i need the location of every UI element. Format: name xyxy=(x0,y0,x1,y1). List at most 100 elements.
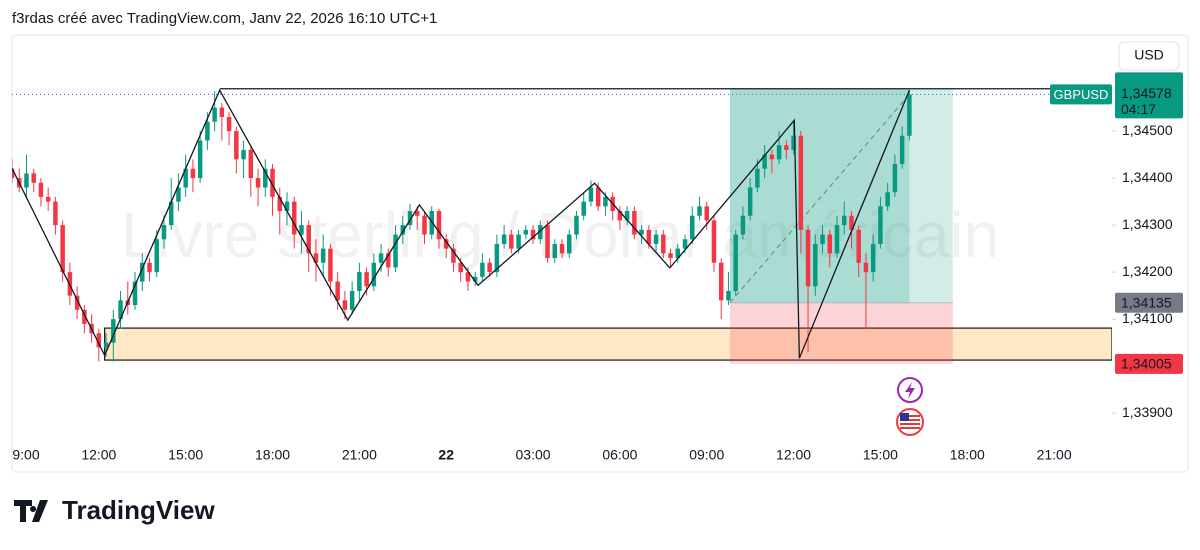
candle-body xyxy=(841,215,847,226)
candle-body xyxy=(574,215,579,235)
candle-body xyxy=(111,319,116,343)
candle-body xyxy=(82,309,87,324)
y-tick-label: 1,34500 xyxy=(1122,122,1173,138)
candle-body xyxy=(581,201,586,216)
candle-body xyxy=(255,178,261,188)
candle-body xyxy=(147,262,152,273)
candle-body xyxy=(74,295,80,310)
candle-body xyxy=(480,262,485,277)
candle-body xyxy=(566,234,572,254)
candle-body xyxy=(487,262,492,273)
y-tick-label: 1,34200 xyxy=(1122,263,1173,279)
candle-body xyxy=(422,215,427,235)
zigzag-line xyxy=(12,88,910,359)
candle-body xyxy=(96,333,102,348)
candle-body xyxy=(863,262,869,273)
brand-logo xyxy=(14,500,48,522)
candle-body xyxy=(907,94,912,136)
candle-body xyxy=(675,248,681,259)
x-tick-label: 12:00 xyxy=(81,447,116,463)
candle-body xyxy=(661,234,666,254)
candle-body xyxy=(320,248,326,263)
candle-body xyxy=(849,215,854,230)
candle-body xyxy=(226,116,232,132)
candle-body xyxy=(870,243,876,273)
candle-body xyxy=(646,229,652,244)
y-tick-label: 1,34300 xyxy=(1122,216,1173,232)
symbol-tag xyxy=(1050,84,1112,105)
candle-body xyxy=(465,272,471,282)
candle-body xyxy=(415,211,420,216)
candle-body xyxy=(328,248,333,282)
candle-body xyxy=(176,187,181,202)
candle-body xyxy=(769,154,775,160)
candle-body xyxy=(552,243,558,259)
symbol-label: GBPUSD xyxy=(1054,87,1109,102)
x-tick-label: 09:00 xyxy=(689,447,724,463)
candle-body xyxy=(349,290,355,310)
x-tick-label: 03:00 xyxy=(516,447,551,463)
event-icons xyxy=(896,377,924,436)
candle-body xyxy=(12,168,15,179)
candle-body xyxy=(885,192,890,207)
candle-body xyxy=(393,234,398,268)
watermark: Livre sterling / Dollar américain xyxy=(121,199,1000,271)
candle-body xyxy=(603,196,608,207)
candle-body xyxy=(241,149,246,160)
candle-body xyxy=(291,201,297,235)
candle-body xyxy=(653,234,659,244)
candle-body xyxy=(53,201,58,226)
candle-body xyxy=(588,187,594,202)
candle-body xyxy=(371,262,377,287)
x-tick-label: 22 xyxy=(438,447,454,463)
candle-body xyxy=(755,168,760,188)
candle-body xyxy=(624,211,630,221)
candle-body xyxy=(813,243,818,287)
entry-label: 1,34135 xyxy=(1121,294,1172,310)
stop-tag xyxy=(1115,353,1183,374)
profit-filled xyxy=(729,88,910,303)
currency-button[interactable] xyxy=(1118,41,1180,71)
candle-body xyxy=(168,201,174,226)
candle-body xyxy=(197,140,203,179)
candle-body xyxy=(284,201,290,212)
brand: TradingView xyxy=(62,495,215,525)
candle-body xyxy=(103,342,109,348)
candle-body xyxy=(509,234,514,249)
stop-label: 1,34005 xyxy=(1121,356,1172,372)
header: f3rdas créé avec TradingView.com, Janv 2… xyxy=(12,10,437,27)
candle-body xyxy=(718,262,724,301)
y-tick-label: 1,34400 xyxy=(1122,169,1173,185)
candle-body xyxy=(451,248,456,263)
candle-body xyxy=(140,262,145,282)
candle-body xyxy=(516,234,521,249)
candle-body xyxy=(472,276,478,282)
demand-zone xyxy=(104,327,1112,361)
x-tick-label: 21:00 xyxy=(342,447,377,463)
candle-body xyxy=(704,206,709,221)
candle-body xyxy=(219,107,225,117)
last-price-tag xyxy=(1115,72,1183,119)
x-tick-label: 15:00 xyxy=(168,447,203,463)
currency: USD xyxy=(1134,47,1164,63)
x-tick-label: 15:00 xyxy=(863,447,898,463)
candle-body xyxy=(668,253,673,259)
candle-body xyxy=(494,243,500,273)
x-tick-label: 9:00 xyxy=(12,447,39,463)
candle-body xyxy=(747,187,753,216)
candle-body xyxy=(190,168,196,179)
trade-path xyxy=(729,94,910,304)
candle-body xyxy=(299,225,304,235)
candle-body xyxy=(407,211,413,226)
candle-body xyxy=(538,225,543,240)
candle-body xyxy=(530,229,536,240)
candle-body xyxy=(205,121,210,141)
candle-body xyxy=(234,131,239,160)
candle-body xyxy=(306,225,311,254)
candle-body xyxy=(400,225,406,235)
candle-body xyxy=(443,239,449,249)
y-tick-label: 1,34100 xyxy=(1122,310,1173,326)
last-price-label: 1,34578 xyxy=(1121,85,1172,101)
candle-body xyxy=(183,168,188,188)
candle-body xyxy=(263,168,268,188)
